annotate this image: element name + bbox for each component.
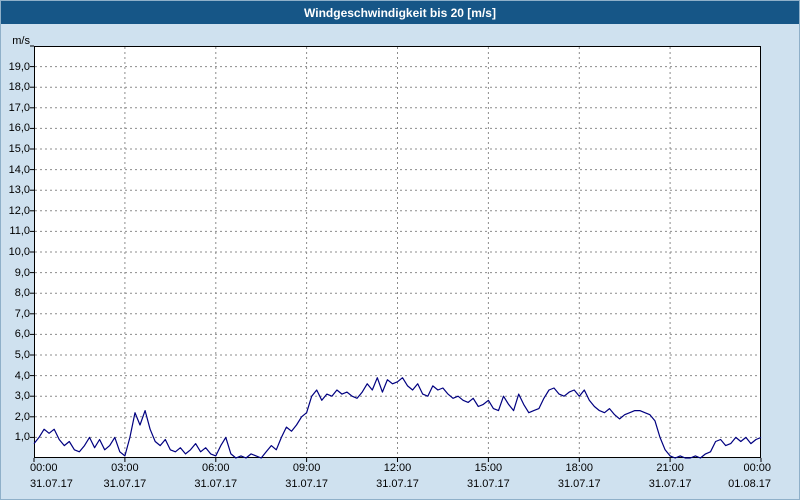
y-axis-label: 18,0 [8,81,30,94]
x-axis-date-label: 31.07.17 [103,478,147,490]
x-axis-time-label: 15:00 [474,462,503,474]
y-axis-label: 8,0 [14,287,30,300]
y-axis-label: 4,0 [14,369,30,382]
x-axis-time-label: 00:00 [743,462,771,474]
x-axis-date-label: 31.07.17 [194,478,238,490]
x-axis-time-label: 12:00 [383,462,412,474]
x-axis-time-label: 03:00 [111,462,139,474]
x-axis-date-label: 31.07.17 [466,478,510,490]
x-axis-date-label: 31.07.17 [648,478,692,490]
y-axis-label: 11,0 [9,225,30,238]
x-axis-time-label: 18:00 [565,462,594,474]
y-axis-label: 16,0 [8,122,30,135]
y-axis-label: 19,0 [8,60,30,73]
y-axis-label: 13,0 [8,184,30,197]
y-axis-label: 10,0 [8,246,30,258]
y-axis-label: 5,0 [14,349,30,361]
y-axis-label: 14,0 [8,163,30,176]
x-axis-date-label: 31.07.17 [30,478,73,490]
y-axis-label: 15,0 [8,143,30,155]
x-axis-date-label: 31.07.17 [557,478,601,490]
x-axis-time-label: 09:00 [292,462,321,474]
y-axis-label: 7,0 [14,307,30,320]
chart-title: Windgeschwindigkeit bis 20 [m/s] [304,5,496,20]
y-axis-unit-label: m/s [12,35,30,47]
y-axis-label: 3,0 [14,390,30,403]
y-axis-label: 1,0 [14,431,30,444]
x-axis-time-label: 21:00 [656,462,684,474]
x-axis-time-label: 00:00 [30,462,58,474]
x-axis-date-label: 31.07.17 [285,478,329,490]
title-bar: Windgeschwindigkeit bis 20 [m/s] [1,1,799,24]
y-axis-label: 17,0 [8,101,30,114]
y-axis-label: 9,0 [14,266,30,279]
y-axis-label: 6,0 [14,328,30,341]
x-axis-date-label: 01.08.17 [728,478,771,490]
y-axis-label: 2,0 [14,410,30,423]
x-axis-date-label: 31.07.17 [376,478,419,490]
wind-speed-line-chart [30,45,762,462]
y-axis-label: 12,0 [8,204,30,217]
x-axis-time-label: 06:00 [201,462,230,474]
